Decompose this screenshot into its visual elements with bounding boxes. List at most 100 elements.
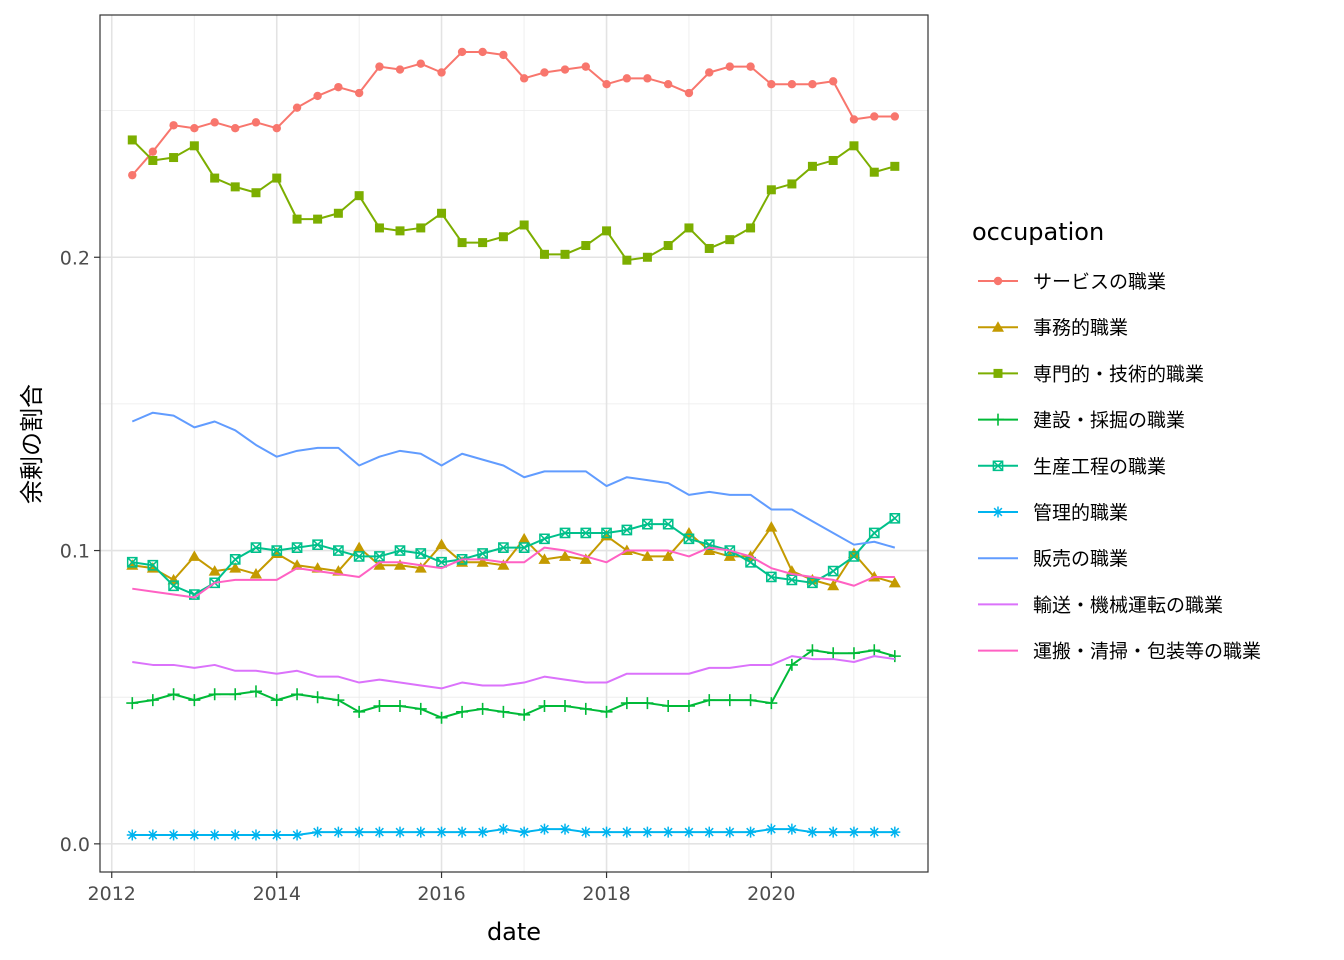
data-point — [415, 826, 427, 838]
data-point — [869, 167, 879, 177]
series-line — [131, 411, 896, 549]
data-point — [229, 688, 242, 701]
data-point — [580, 527, 592, 539]
legend-item: 運搬・清掃・包装等の職業 — [978, 641, 1261, 663]
data-point — [683, 826, 695, 838]
axes-layer: 2012 2014 2016 2018 2020 0.0 0.1 0.2 — [60, 247, 796, 905]
data-point — [641, 697, 654, 710]
data-point — [231, 124, 240, 133]
legend-label: 輸送・機械運転の職業 — [1033, 594, 1223, 616]
data-point — [210, 118, 219, 127]
data-point — [808, 80, 817, 89]
data-point — [662, 550, 675, 561]
data-point — [519, 220, 529, 230]
data-point — [828, 155, 838, 165]
y-tick-label: 0.0 — [60, 834, 90, 856]
x-tick-label: 2014 — [253, 883, 301, 905]
data-point — [354, 88, 364, 98]
data-point — [414, 702, 427, 715]
data-point — [684, 223, 694, 233]
data-point — [251, 118, 261, 127]
data-point — [786, 574, 798, 586]
data-point — [870, 112, 879, 121]
data-point — [602, 226, 612, 236]
legend-label: 事務的職業 — [1033, 317, 1128, 339]
data-point — [581, 241, 591, 251]
data-point — [373, 826, 385, 838]
data-point — [311, 691, 324, 704]
data-point — [540, 68, 549, 77]
data-point — [457, 238, 467, 248]
data-point — [497, 705, 510, 718]
data-point — [478, 47, 487, 57]
data-point — [126, 556, 138, 568]
legend-label: 専門的・技術的職業 — [1033, 363, 1204, 385]
data-point — [890, 161, 900, 171]
data-point — [497, 559, 510, 570]
data-point — [663, 80, 673, 89]
x-tick-label: 2012 — [88, 883, 136, 905]
data-point — [827, 565, 839, 577]
data-point — [662, 699, 675, 712]
data-point — [560, 65, 570, 74]
data-point — [538, 553, 551, 564]
data-point — [437, 68, 446, 77]
legend-item: 管理的職業 — [978, 502, 1128, 524]
data-point — [787, 179, 797, 189]
data-point — [827, 826, 839, 838]
data-point — [601, 527, 612, 539]
data-point — [766, 185, 776, 195]
data-point — [806, 644, 819, 657]
data-point — [621, 826, 633, 838]
data-point — [168, 580, 179, 592]
data-point — [602, 80, 611, 89]
data-point — [190, 124, 199, 133]
data-point — [168, 829, 180, 841]
data-point — [437, 208, 447, 218]
legend-item: サービスの職業 — [978, 271, 1166, 293]
legend-label: 生産工程の職業 — [1033, 456, 1166, 478]
data-point — [682, 699, 695, 712]
data-point — [373, 699, 386, 712]
data-point — [703, 694, 716, 707]
data-point — [313, 214, 323, 224]
data-point — [148, 147, 158, 156]
legend-label: サービスの職業 — [1033, 271, 1166, 293]
data-point — [827, 647, 840, 660]
data-point — [724, 826, 736, 838]
data-point — [333, 208, 343, 218]
legend-key-marker — [992, 460, 1004, 472]
data-point — [499, 50, 508, 60]
data-point — [169, 153, 179, 163]
data-point — [579, 702, 592, 715]
x-tick-label: 2020 — [747, 883, 795, 905]
data-point — [889, 826, 901, 838]
data-point — [416, 223, 426, 233]
legend-key-marker — [992, 506, 1004, 518]
data-point — [229, 562, 242, 573]
data-point — [249, 568, 262, 579]
data-point — [849, 141, 859, 151]
legend-label: 運搬・清掃・包装等の職業 — [1033, 641, 1261, 663]
series-group — [128, 47, 900, 180]
x-tick-label: 2018 — [582, 883, 630, 905]
series-line — [132, 546, 895, 599]
data-point — [332, 826, 344, 838]
data-point — [291, 559, 304, 570]
y-tick-label: 0.1 — [60, 541, 90, 563]
data-point — [538, 699, 551, 712]
data-point — [497, 823, 509, 835]
data-point — [395, 226, 405, 236]
plot-panel — [100, 15, 928, 872]
legend-item: 専門的・技術的職業 — [978, 363, 1204, 385]
data-point — [888, 650, 901, 663]
data-point — [332, 694, 345, 707]
data-point — [477, 548, 488, 559]
data-point — [353, 826, 365, 838]
data-point — [807, 161, 817, 171]
data-point — [744, 694, 757, 707]
data-point — [560, 249, 570, 259]
series-layer — [126, 47, 901, 841]
data-point — [868, 527, 880, 539]
